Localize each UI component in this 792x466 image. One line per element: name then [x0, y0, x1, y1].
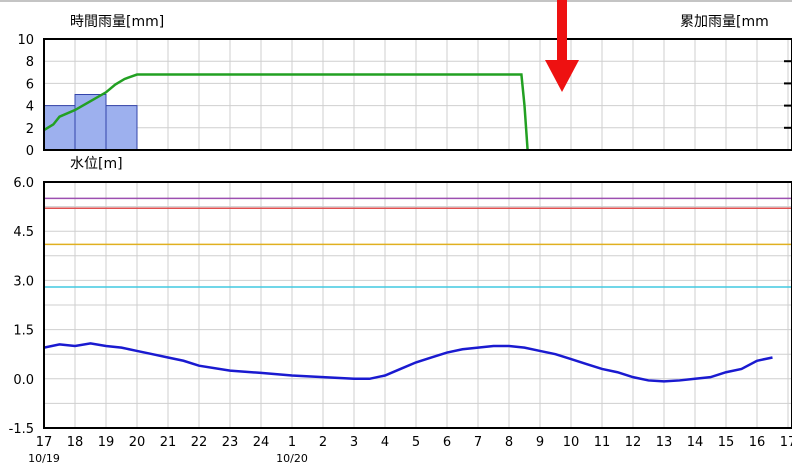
date-label: 10/20	[276, 452, 308, 465]
level-x-tick-label: 3	[350, 435, 358, 450]
level-x-tick-label: 9	[536, 435, 544, 450]
level-x-tick-label: 14	[687, 435, 704, 450]
level-x-tick-label: 6	[443, 435, 451, 450]
rain-bar	[105, 105, 138, 151]
level-y-ticks: -1.5 0.0 1.5 3.0 4.5 6.0	[9, 176, 34, 437]
date-label: 10/19	[28, 452, 60, 465]
date-labels: 10/19 10/20	[28, 452, 308, 465]
level-x-tick-label: 17	[36, 435, 53, 450]
level-series-line	[43, 342, 773, 383]
level-x-tick-label: 5	[412, 435, 420, 450]
level-x-tick-label: 15	[718, 435, 735, 450]
level-x-tick-label: 21	[160, 435, 177, 450]
level-x-tick-label: 16	[749, 435, 766, 450]
rain-y-tick-label: 4	[26, 100, 34, 115]
level-y-tick-label: 0.0	[13, 373, 34, 388]
level-y-tick-label: 6.0	[13, 176, 34, 191]
level-x-tick-label: 24	[253, 435, 270, 450]
level-thresholds	[44, 197, 792, 288]
level-x-tick-label: 12	[625, 435, 642, 450]
rain-y-tick-label: 0	[26, 144, 34, 159]
red-arrow-icon	[545, 0, 579, 92]
level-y-tick-label: 4.5	[13, 225, 34, 240]
level-x-tick-label: 20	[129, 435, 146, 450]
rain-y-tick-label: 8	[26, 55, 34, 70]
level-x-tick-label: 8	[505, 435, 513, 450]
level-x-tick-label: 23	[222, 435, 239, 450]
level-x-tick-label: 7	[474, 435, 482, 450]
level-x-tick-label: 19	[98, 435, 115, 450]
level-x-tick-label: 13	[656, 435, 673, 450]
level-x-tick-label: 18	[67, 435, 84, 450]
rain-bars	[43, 94, 138, 151]
rain-y-tick-label: 10	[17, 33, 34, 48]
level-plot-border	[43, 181, 792, 429]
rain-cumulative-line	[43, 73, 529, 151]
level-x-ticks: 17 18 19 20 21 22 23 24 1 2 3 4 5 6 7 8 9 10 11 12 13 14 15 16 1…	[36, 435, 792, 450]
rain-title-right: 累加雨量[mm	[680, 14, 769, 30]
level-x-tick-label: 11	[594, 435, 611, 450]
rain-bar	[74, 94, 107, 151]
rain-y-tick-label: 6	[26, 77, 34, 92]
level-y-tick-label: -1.5	[9, 422, 34, 437]
rain-plot-border	[43, 38, 792, 151]
water-level-label: 水位[m]	[70, 156, 123, 172]
rain-title-left: 時間雨量[mm]	[70, 14, 164, 30]
level-line	[43, 342, 773, 383]
level-y-tick-label: 3.0	[13, 274, 34, 289]
rain-y-tick-label: 2	[26, 122, 34, 137]
level-x-tick-label: 4	[381, 435, 389, 450]
rain-grid	[43, 38, 792, 151]
level-y-tick-label: 1.5	[13, 324, 34, 339]
rain-series-line	[43, 73, 529, 151]
level-x-tick-label: 1	[288, 435, 296, 450]
level-x-tick-label: 2	[319, 435, 327, 450]
level-x-tick-label: 17	[780, 435, 792, 450]
level-x-tick-label: 10	[563, 435, 580, 450]
level-grid	[43, 181, 792, 429]
level-x-tick-label: 22	[191, 435, 208, 450]
